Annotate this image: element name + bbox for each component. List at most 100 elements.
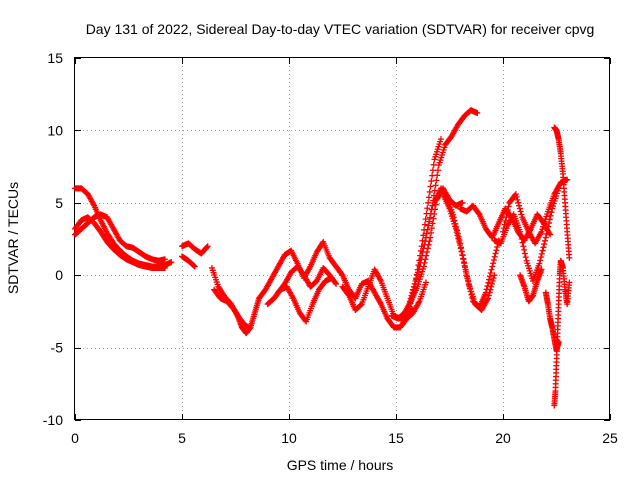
data-point: [518, 211, 525, 218]
data-point: [333, 280, 340, 287]
data-point: [460, 255, 467, 262]
data-point: [539, 247, 546, 254]
data-point: [500, 225, 507, 232]
data-point: [421, 221, 428, 228]
data-point: [419, 237, 426, 244]
data-point: [515, 199, 522, 206]
data-point: [464, 277, 471, 284]
data-point: [431, 187, 438, 194]
x-tick-label: 20: [495, 430, 511, 446]
data-point: [417, 252, 424, 259]
data-point: [537, 254, 544, 261]
data-point: [564, 176, 571, 183]
plot-frame: [74, 57, 610, 420]
data-point: [484, 283, 491, 290]
data-point: [161, 264, 168, 271]
series-track-i: [264, 275, 335, 325]
data-point: [488, 283, 495, 290]
x-axis-label: GPS time / hours: [287, 457, 394, 473]
data-point: [547, 212, 554, 219]
data-point: [428, 178, 435, 185]
data-point: [505, 203, 512, 210]
series-track-v: [551, 124, 573, 261]
data-point: [520, 243, 527, 250]
data-point: [490, 256, 497, 263]
data-point: [452, 225, 459, 232]
data-point: [504, 210, 511, 217]
data-point: [522, 254, 529, 261]
data-point: [413, 271, 420, 278]
data-point: [555, 338, 562, 345]
data-point: [168, 259, 175, 266]
data-point: [410, 287, 417, 294]
y-tick-label: -5: [51, 340, 64, 356]
data-point: [474, 110, 481, 117]
axis-ticks: [75, 58, 611, 421]
data-point: [491, 272, 498, 279]
data-point: [437, 136, 444, 143]
data-point: [425, 199, 432, 206]
data-point: [415, 262, 422, 269]
data-point: [494, 243, 501, 250]
data-point: [521, 246, 528, 253]
data-point: [425, 222, 432, 229]
chart-title: Day 131 of 2022, Sidereal Day-to-day VTE…: [86, 21, 595, 37]
data-point: [502, 217, 509, 224]
data-point: [417, 247, 424, 254]
data-point: [541, 241, 548, 248]
data-point: [488, 266, 495, 273]
data-point: [423, 230, 430, 237]
y-tick-label: 5: [55, 195, 63, 211]
series-track-x: [542, 289, 562, 354]
data-point: [546, 220, 553, 227]
data-point: [428, 225, 435, 232]
data-point: [429, 172, 436, 179]
data-point: [500, 228, 506, 235]
y-tick-label: 0: [55, 267, 63, 283]
series-track-g: [211, 286, 252, 331]
data-point: [429, 167, 436, 174]
data-point: [464, 273, 471, 280]
data-point: [427, 183, 434, 190]
series-track-c: [72, 211, 168, 264]
data-point: [543, 230, 550, 237]
x-tick-label: 15: [388, 430, 404, 446]
data-point: [424, 205, 431, 212]
data-point: [459, 199, 466, 206]
data-point: [566, 254, 573, 261]
data-point: [461, 262, 468, 269]
data-point: [204, 243, 211, 250]
data-point: [420, 232, 427, 239]
data-point: [544, 227, 551, 234]
y-tick-label: 10: [47, 122, 63, 138]
data-point: [407, 300, 414, 307]
data-point: [545, 223, 552, 230]
data-point: [453, 229, 460, 236]
data-point: [517, 232, 524, 239]
data-point: [455, 235, 462, 242]
series-track-j: [275, 263, 340, 296]
data-point: [413, 276, 420, 283]
data-point: [418, 243, 425, 250]
data-point: [538, 250, 545, 257]
data-point: [486, 289, 493, 296]
data-point: [513, 194, 520, 201]
data-point: [459, 251, 466, 258]
data-point: [516, 202, 523, 209]
data-point: [566, 279, 573, 286]
data-point: [538, 266, 545, 273]
data-point: [486, 273, 493, 280]
y-tick-labels: 15 10 5 0 -5 -10: [43, 50, 63, 428]
x-tick-label: 0: [71, 430, 79, 446]
data-point: [519, 239, 526, 246]
data-point: [422, 279, 429, 286]
data-point: [430, 161, 437, 168]
data-point: [425, 194, 432, 201]
data-point: [485, 279, 492, 286]
data-point: [491, 253, 498, 260]
data-point: [492, 250, 499, 257]
data-point: [428, 206, 435, 213]
data-point: [501, 221, 508, 228]
y-tick-label: -10: [43, 412, 63, 428]
